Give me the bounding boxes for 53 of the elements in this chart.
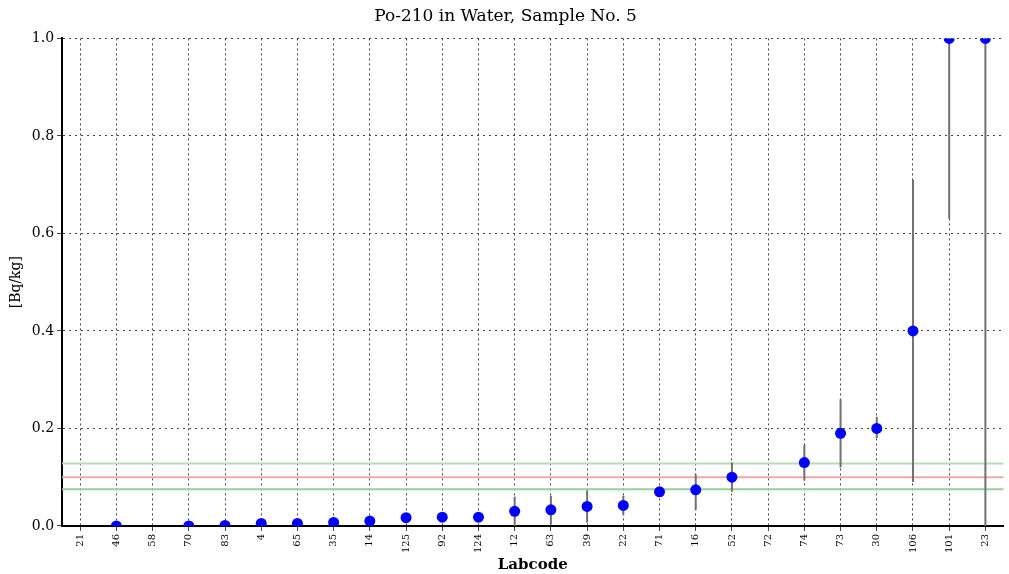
- y-axis-title: [Bq/kg]: [7, 255, 24, 309]
- x-tick-label: 124: [472, 533, 484, 554]
- x-tick-label: 14: [363, 533, 375, 547]
- point: [545, 504, 557, 516]
- point: [726, 471, 738, 483]
- point: [581, 500, 593, 512]
- x-tick-label: 92: [435, 533, 447, 547]
- x-tick-label: 83: [218, 533, 230, 547]
- y-tick-label: 0.6: [31, 224, 55, 241]
- x-tick-label: 23: [978, 533, 990, 547]
- x-tick-label: 30: [870, 533, 882, 547]
- x-tick-label: 35: [327, 533, 339, 547]
- point: [400, 512, 412, 524]
- x-tick-label: 73: [834, 533, 846, 547]
- point: [617, 499, 629, 511]
- x-tick-label: 52: [725, 533, 737, 547]
- y-tick-label: 0.4: [31, 321, 55, 338]
- y-tick-label: 0.0: [31, 516, 55, 533]
- x-tick-label: 12: [508, 533, 520, 547]
- point: [364, 515, 376, 526]
- point: [654, 486, 666, 498]
- point: [509, 505, 521, 517]
- point: [291, 517, 303, 526]
- point: [871, 422, 883, 434]
- x-tick-label: 101: [942, 533, 954, 554]
- point: [436, 511, 448, 523]
- x-tick-label: 58: [146, 533, 158, 547]
- x-tick-label: 21: [73, 533, 85, 547]
- x-tick-label: 74: [797, 533, 809, 547]
- x-tick-label: 65: [291, 533, 303, 547]
- x-axis-title: Labcode: [497, 554, 568, 573]
- x-tick-label: 4: [254, 533, 266, 541]
- point: [835, 427, 847, 439]
- point: [255, 517, 267, 526]
- y-tick-label: 0.2: [31, 419, 55, 436]
- x-tick-label: 70: [182, 533, 194, 547]
- point: [798, 457, 810, 469]
- point: [907, 325, 919, 337]
- x-tick-label: 106: [906, 533, 918, 554]
- y-tick-label: 0.8: [31, 126, 55, 143]
- point: [472, 511, 484, 523]
- y-tick-label: 1.0: [31, 29, 55, 46]
- x-tick-label: 125: [399, 533, 411, 554]
- x-tick-label: 71: [653, 533, 665, 547]
- x-tick-label: 22: [616, 533, 628, 547]
- x-tick-label: 46: [109, 533, 121, 547]
- point: [690, 484, 702, 496]
- x-tick-label: 63: [544, 533, 556, 547]
- point: [328, 517, 340, 526]
- x-tick-label: 72: [761, 533, 773, 547]
- chart-title: Po-210 in Water, Sample No. 5: [374, 4, 637, 25]
- x-tick-label: 39: [580, 533, 592, 547]
- x-tick-label: 16: [689, 533, 701, 547]
